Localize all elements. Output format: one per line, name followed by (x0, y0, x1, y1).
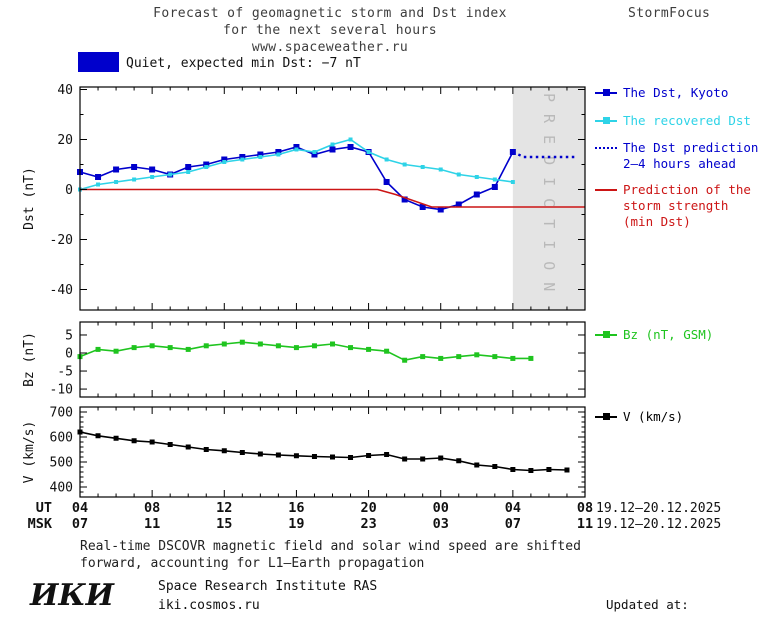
legend-marker-1 (603, 117, 610, 124)
svg-text:19.12–20.12.2025: 19.12–20.12.2025 (596, 501, 721, 516)
legend-label: The recovered Dst (623, 113, 751, 128)
svg-text:19: 19 (288, 516, 304, 532)
legend-label: (min Dst) (623, 214, 691, 229)
svg-text:07: 07 (72, 516, 88, 532)
quiet-status-swatch (78, 52, 119, 72)
svg-text:19.12–20.12.2025: 19.12–20.12.2025 (596, 517, 721, 532)
updated-block: Updated at: UT 04:05, 20.12.2025 MSK 07:… (606, 564, 760, 620)
legend-sample-3 (595, 189, 617, 191)
title-line-1: Forecast of geomagnetic storm and Dst in… (153, 6, 507, 21)
svg-text:600: 600 (50, 431, 73, 446)
iki-logo: ИКИ (30, 578, 114, 613)
legend-marker-0 (603, 89, 610, 96)
spaceweather-url[interactable]: www.spaceweather.ru (251, 40, 409, 55)
svg-text:03: 03 (433, 516, 449, 532)
iki-site-url[interactable]: iki.cosmos.ru (158, 598, 260, 613)
svg-text:16: 16 (288, 500, 304, 516)
svg-text:11: 11 (577, 516, 593, 532)
legend-marker-5 (603, 413, 610, 420)
svg-text:20: 20 (360, 500, 376, 516)
svg-text:500: 500 (50, 456, 73, 471)
svg-text:700: 700 (50, 406, 73, 421)
svg-text:08: 08 (144, 500, 160, 516)
svg-text:04: 04 (72, 500, 88, 516)
prediction-watermark: PREDICTION (540, 93, 558, 303)
stormfocus-brand: StormFocus (628, 6, 711, 21)
panel-v: 700 600 500 400 V (km/s) (22, 406, 586, 498)
svg-text:0: 0 (65, 347, 73, 362)
svg-text:-40: -40 (50, 283, 73, 298)
legend-marker-4 (603, 331, 610, 338)
svg-text:20: 20 (57, 133, 73, 148)
quiet-status-text: Quiet, expected min Dst: −7 nT (126, 56, 361, 71)
updated-title: Updated at: (606, 597, 689, 612)
footer-line-1: Real-time DSCOVR magnetic field and sola… (80, 539, 581, 554)
legend-label: 2–4 hours ahead (623, 156, 736, 171)
svg-text:-20: -20 (50, 233, 73, 248)
svg-text:0: 0 (65, 183, 73, 198)
legend-label: The Dst prediction (623, 140, 759, 155)
title-line-2: for the next several hours (223, 23, 437, 38)
panel-dst: PREDICTION 40 20 0 -20 -40 Dst (nT) (22, 83, 586, 311)
svg-text:400: 400 (50, 481, 73, 496)
svg-text:11: 11 (144, 516, 160, 532)
legend-label: Prediction of the (623, 182, 751, 197)
svg-text:23: 23 (360, 516, 376, 532)
ylabel-dst: Dst (nT) (22, 167, 37, 230)
series-the-dst-prediction-2-4-hours-ahead (512, 150, 578, 159)
svg-text:00: 00 (433, 500, 449, 516)
ylabel-v: V (km/s) (22, 421, 37, 484)
svg-text:04: 04 (505, 500, 521, 516)
footer-note: Real-time DSCOVR magnetic field and sola… (80, 538, 581, 572)
legend-sample-2 (595, 147, 617, 149)
ylabel-bz: Bz (nT) (22, 332, 37, 387)
svg-text:12: 12 (216, 500, 232, 516)
svg-text:40: 40 (57, 83, 73, 98)
svg-text:-5: -5 (57, 365, 73, 380)
svg-text:08: 08 (577, 500, 593, 516)
legend-label: storm strength (623, 198, 729, 213)
svg-text:07: 07 (505, 516, 521, 532)
series-prediction-of-the-storm-strength-min-dst- (80, 188, 585, 208)
x-axis-labels: 04070811121516192023000304070811UTMSK19.… (28, 500, 722, 532)
svg-text:UT: UT (36, 500, 52, 516)
institute-name: Space Research Institute RAS (158, 579, 378, 594)
legend-label: The Dst, Kyoto (623, 85, 729, 100)
legend-label: V (km/s) (623, 409, 684, 424)
svg-text:-10: -10 (50, 383, 73, 398)
chart-title: Forecast of geomagnetic storm and Dst in… (90, 5, 570, 56)
legend-label: Bz (nT, GSM) (623, 327, 714, 342)
panel-bz: 5 0 -5 -10 Bz (nT) (22, 321, 586, 398)
svg-text:MSK: MSK (28, 516, 53, 532)
series-bz-nt-gsm- (77, 339, 534, 363)
svg-text:5: 5 (65, 328, 73, 343)
prediction-region (512, 87, 585, 310)
series-the-recovered-dst (78, 137, 515, 192)
svg-text:15: 15 (216, 516, 232, 532)
footer-line-2: forward, accounting for L1–Earth propaga… (80, 556, 425, 571)
